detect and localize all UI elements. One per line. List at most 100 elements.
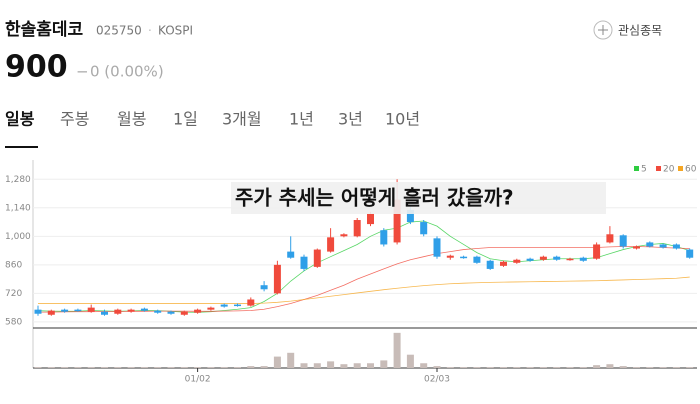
candle-body [180, 311, 188, 315]
candle-body [207, 307, 215, 310]
tab[interactable]: 10년 [385, 110, 420, 129]
volume-bar [553, 367, 561, 368]
candle-body [340, 234, 348, 237]
candle-body [327, 237, 335, 252]
stock-name: 한솔홈데코 [5, 19, 84, 40]
volume-bar [420, 363, 428, 368]
tab[interactable]: 주봉 [60, 110, 89, 129]
y-tick-label: 860 [5, 260, 22, 270]
candle-body [473, 256, 481, 263]
candle-body [500, 261, 507, 266]
volume-bar [526, 367, 534, 368]
candle-body [633, 246, 640, 249]
legend-label: 5 [641, 165, 647, 175]
volume-bar [140, 367, 148, 368]
candle-body [593, 244, 601, 259]
ma-line [38, 276, 690, 304]
tab[interactable]: 일봉 [5, 110, 35, 129]
volume-bar [406, 354, 414, 368]
tab[interactable]: 3개월 [222, 110, 262, 129]
volume-bar [300, 363, 308, 368]
legend-swatch [656, 166, 661, 171]
volume-bar [327, 361, 335, 368]
y-tick-label: 1,140 [5, 203, 31, 213]
volume-bar [619, 366, 627, 368]
volume-bar [207, 367, 215, 368]
volume-bar [500, 367, 507, 368]
candle-body [273, 264, 281, 294]
candle-body [353, 220, 361, 237]
volume-bar [220, 367, 228, 368]
candle-body [247, 299, 255, 306]
volume-bar [513, 367, 521, 368]
candle-body [433, 238, 441, 257]
title-background [231, 182, 606, 214]
candle-body [513, 259, 521, 263]
watch-button[interactable]: 관심종목 [593, 20, 662, 40]
volume-bar [659, 367, 667, 368]
volume-bar [579, 367, 587, 368]
chart-title: 주가 추세는 어떻게 흘러 갔을까? [235, 186, 514, 210]
candle-body [579, 257, 587, 261]
candle-body [234, 304, 241, 307]
volume-bar [646, 367, 654, 368]
tab[interactable]: 월봉 [117, 110, 146, 129]
candle-body [606, 234, 614, 243]
volume-bar [167, 367, 175, 368]
candle-body [167, 311, 175, 314]
y-tick-label: 1,000 [5, 232, 31, 242]
legend-label: 20 [663, 165, 675, 175]
price: 900 [5, 50, 68, 85]
candle-body [393, 199, 401, 243]
candle-body [34, 309, 42, 314]
volume-bar [247, 366, 255, 368]
candle-body [526, 258, 534, 261]
candle-body [61, 309, 69, 312]
x-tick-label: 02/03 [424, 375, 450, 385]
legend-swatch [678, 166, 683, 171]
candle-body [287, 251, 295, 258]
watch-label: 관심종목 [618, 24, 662, 38]
candle-body [672, 244, 680, 249]
tab[interactable]: 1일 [173, 110, 198, 129]
candle-body [114, 309, 122, 314]
volume-bar [433, 366, 441, 368]
market: KOSPI [158, 24, 193, 38]
candle-body [127, 309, 135, 312]
candle-body [47, 310, 55, 315]
candle-body [313, 249, 321, 267]
volume-bar [101, 367, 108, 368]
volume-bar [633, 367, 640, 368]
tab[interactable]: 1년 [289, 110, 314, 129]
candle-body [659, 244, 667, 248]
volume-bar [460, 367, 468, 368]
volume-bar [593, 365, 601, 368]
candle-body [406, 209, 414, 223]
x-tick-label: 01/02 [185, 375, 211, 385]
candle-body [140, 308, 148, 311]
candle-body [686, 249, 694, 258]
volume-bar [672, 367, 680, 368]
y-tick-label: 1,280 [5, 175, 31, 185]
candle-body [486, 260, 494, 269]
volume-bar [154, 367, 162, 368]
change-sign: − [76, 63, 89, 81]
tab[interactable]: 3년 [338, 110, 363, 129]
candle-body [367, 213, 374, 225]
candle-body [420, 222, 428, 235]
candle-body [446, 255, 454, 258]
y-tick-label: 580 [5, 317, 22, 327]
volume-bar [273, 356, 281, 368]
candle-body [539, 256, 547, 260]
legend-swatch [634, 166, 639, 171]
candle-body [87, 307, 95, 312]
volume-bar [287, 352, 295, 368]
volume-bar [61, 367, 69, 368]
candle-body [220, 304, 228, 307]
plus-sign [598, 25, 608, 35]
chart: 580 720 860 1,000 1,140 1,280 01/02 02/03 5 20 60 주… [5, 160, 697, 385]
volume-bar [313, 363, 321, 368]
candle-body [300, 256, 308, 269]
volume-bar [114, 367, 122, 368]
